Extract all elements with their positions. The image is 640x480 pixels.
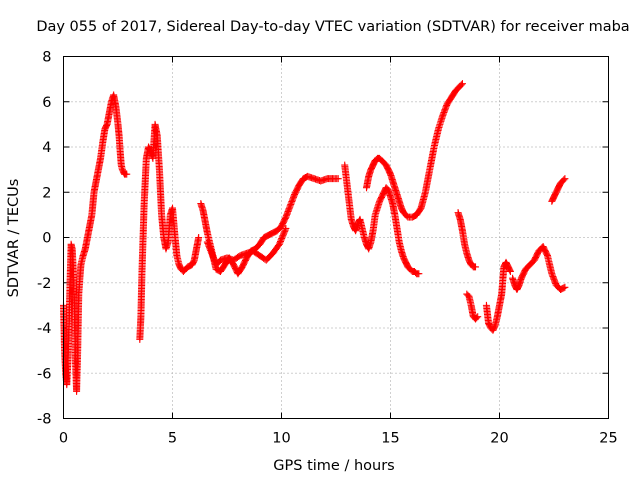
data-point [506, 267, 514, 275]
data-point [458, 80, 466, 88]
data-point [334, 175, 342, 183]
y-tick-label: -6 [37, 366, 51, 382]
series-segment-5 [341, 161, 423, 278]
data-point [472, 263, 480, 271]
data-point [561, 175, 569, 183]
series-segment-2 [136, 120, 203, 343]
series-segment-8 [463, 290, 482, 323]
data-point [560, 176, 568, 184]
y-tick-label: 4 [42, 140, 51, 156]
plot-frame [63, 56, 609, 419]
y-tick-label: -2 [37, 276, 51, 292]
data-point [561, 283, 569, 291]
data-point [195, 234, 203, 241]
series-segment-7 [454, 209, 480, 271]
data-point [282, 224, 290, 232]
x-tick-label: 10 [272, 431, 290, 447]
series-segment-4 [203, 224, 290, 269]
grid-lines [63, 56, 609, 419]
x-tick-label: 15 [381, 431, 399, 447]
axis-ticks: 0 5 10 15 20 25 -8 -6 -4 -2 0 2 4 6 8 [37, 50, 618, 447]
series-segment-1 [60, 91, 131, 395]
y-tick-label: -4 [37, 321, 51, 337]
y-axis-label: SDTVAR / TECUs [6, 179, 22, 298]
x-tick-label: 0 [59, 431, 68, 447]
x-tick-label: 25 [599, 431, 617, 447]
data-point [123, 170, 131, 178]
data-point [474, 313, 482, 321]
y-tick-label: 0 [42, 231, 51, 247]
data-point [560, 284, 568, 292]
series-segment-11 [548, 175, 569, 205]
y-tick-label: 2 [42, 185, 51, 201]
series-segment-10 [509, 243, 569, 294]
data-points [60, 80, 569, 395]
data-point [415, 270, 423, 278]
chart-title: Day 055 of 2017, Sidereal Day-to-day VTE… [36, 19, 629, 35]
y-tick-label: -8 [37, 412, 51, 428]
x-axis-label: GPS time / hours [273, 458, 394, 474]
series-segment-9 [482, 258, 514, 334]
y-tick-label: 8 [42, 50, 51, 66]
data-point [473, 314, 481, 322]
series-segment-6 [363, 80, 466, 221]
data-point [281, 226, 289, 234]
y-tick-label: 6 [42, 95, 51, 111]
x-tick-label: 5 [168, 431, 177, 447]
data-point [457, 81, 465, 89]
x-tick-label: 20 [490, 431, 508, 447]
